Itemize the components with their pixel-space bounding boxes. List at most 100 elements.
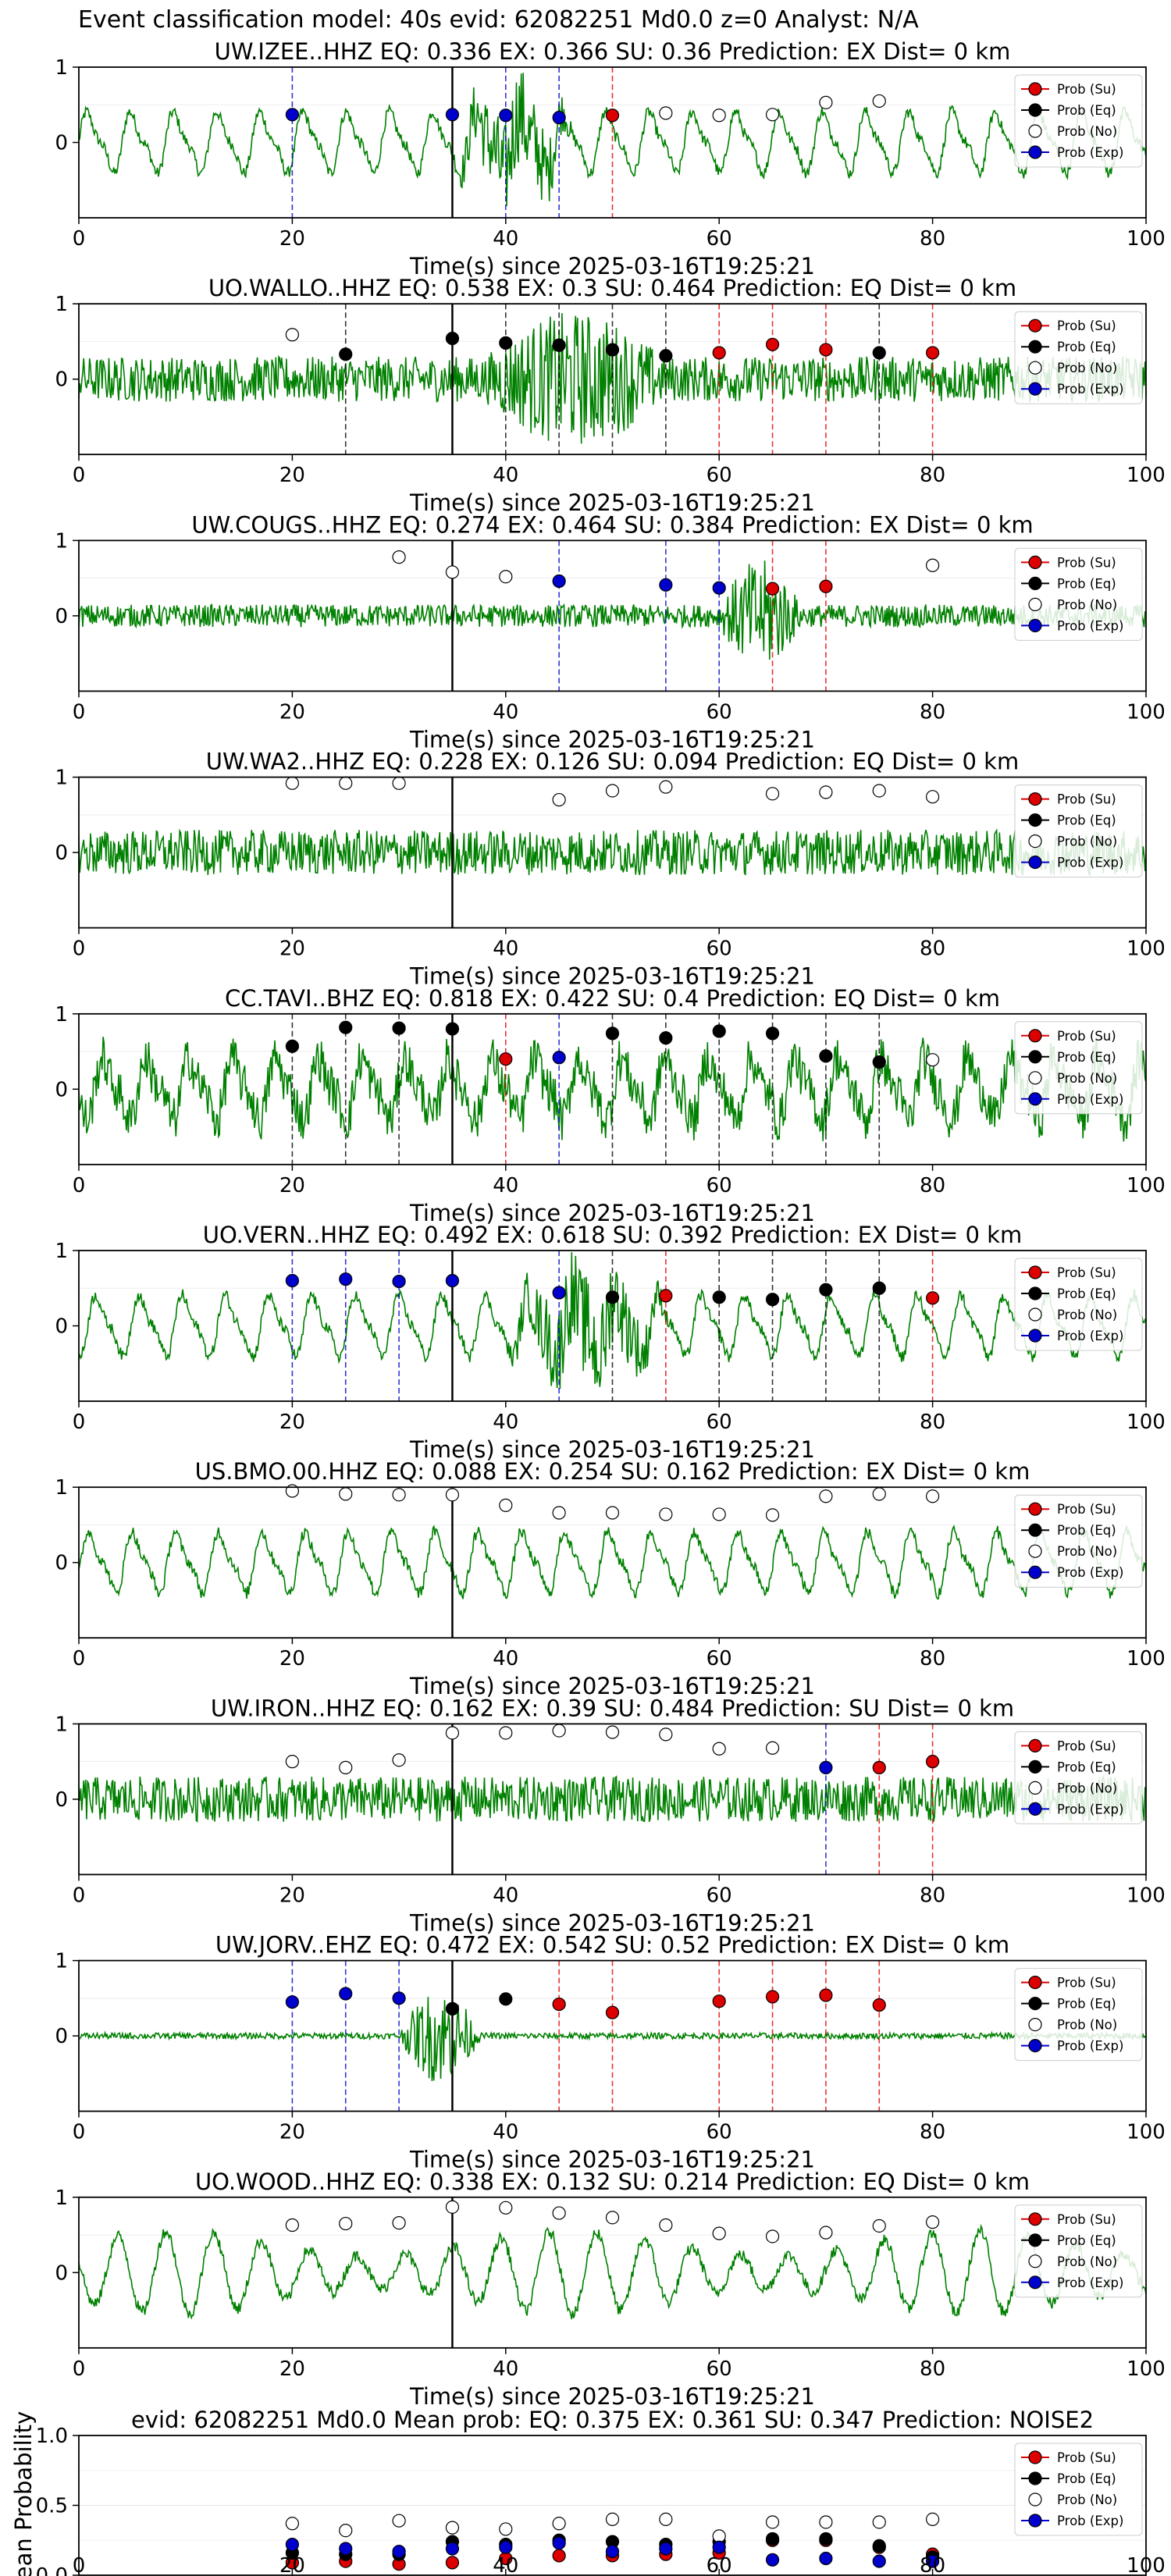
probability-point xyxy=(605,2005,620,2019)
probability-point xyxy=(925,790,940,804)
legend-label: Prob (Exp) xyxy=(1057,1092,1123,1107)
probability-point xyxy=(339,1272,353,1286)
x-tick-label: 60 xyxy=(707,2554,732,2576)
legend-label: Prob (No) xyxy=(1057,2254,1117,2269)
probability-point xyxy=(925,346,940,360)
probability-point xyxy=(872,1998,886,2012)
panel-title: UO.WOOD..HHZ EQ: 0.338 EX: 0.132 SU: 0.2… xyxy=(195,2169,1030,2195)
x-tick-label: 80 xyxy=(920,2554,945,2576)
y-tick-label: 0 xyxy=(55,605,68,628)
probability-point xyxy=(392,550,406,564)
legend-marker xyxy=(1028,382,1042,396)
probability-point xyxy=(712,1742,726,1756)
mean-probability-point xyxy=(712,2540,726,2554)
x-tick-label: 80 xyxy=(920,700,945,724)
x-tick-label: 40 xyxy=(493,1647,518,1670)
probability-point xyxy=(765,337,780,351)
probability-point xyxy=(392,1991,406,2005)
probability-point xyxy=(765,582,780,596)
station-panel: UO.WALLO..HHZ EQ: 0.538 EX: 0.3 SU: 0.46… xyxy=(55,275,1165,516)
legend-marker xyxy=(1028,1071,1042,1085)
probability-point xyxy=(819,1489,833,1503)
probability-point xyxy=(552,1997,566,2012)
probability-point xyxy=(819,2226,833,2240)
probability-point xyxy=(339,347,353,361)
probability-point xyxy=(712,1024,726,1038)
probability-point xyxy=(819,1283,833,1297)
x-tick-label: 80 xyxy=(920,1411,945,1434)
y-tick-label: 1 xyxy=(55,1713,68,1736)
probability-point xyxy=(659,2218,673,2233)
waveform-trace xyxy=(78,1774,1147,1823)
y-axis-label: Mean Probability xyxy=(10,2411,37,2576)
mean-probability-point xyxy=(872,2515,886,2529)
probability-point xyxy=(605,1725,620,1739)
probability-point xyxy=(499,1726,513,1740)
probability-point xyxy=(659,1507,673,1521)
x-axis-label: Time(s) since 2025-03-16T19:25:21 xyxy=(409,1909,815,1936)
probability-point xyxy=(339,1760,353,1774)
probability-point xyxy=(712,1290,726,1304)
legend-label: Prob (Exp) xyxy=(1057,145,1123,160)
probability-point xyxy=(819,1988,833,2002)
probability-point xyxy=(659,578,673,592)
x-axis-label: Time(s) since 2025-03-16T19:25:21 xyxy=(409,2383,815,2410)
mean-probability-point xyxy=(925,2512,940,2526)
probability-point xyxy=(819,343,833,357)
probability-point xyxy=(925,1489,940,1503)
legend-marker xyxy=(1028,1759,1042,1774)
probability-point xyxy=(445,2001,460,2016)
legend-marker xyxy=(1028,2233,1042,2247)
y-tick-label: 0 xyxy=(55,841,68,865)
probability-point xyxy=(445,1273,460,1288)
x-tick-label: 0 xyxy=(73,2121,86,2144)
x-tick-label: 40 xyxy=(493,938,518,961)
x-tick-label: 20 xyxy=(279,938,305,961)
panel-title: UW.IZEE..HHZ EQ: 0.336 EX: 0.366 SU: 0.3… xyxy=(215,38,1011,65)
probability-point xyxy=(872,1487,886,1501)
legend-marker xyxy=(1028,1308,1042,1322)
legend-marker xyxy=(1028,318,1042,333)
probability-point xyxy=(712,2226,726,2240)
x-tick-label: 60 xyxy=(707,1411,732,1434)
legend-label: Prob (Exp) xyxy=(1057,1565,1123,1580)
legend-label: Prob (Eq) xyxy=(1057,576,1116,591)
x-tick-label: 60 xyxy=(707,2357,732,2381)
panel-title: UW.COUGS..HHZ EQ: 0.274 EX: 0.464 SU: 0.… xyxy=(191,511,1033,538)
legend-marker xyxy=(1028,834,1042,849)
legend-marker xyxy=(1028,124,1042,138)
y-tick-label: 0.5 xyxy=(36,2495,68,2518)
x-tick-label: 40 xyxy=(493,1174,518,1197)
panel-title: UW.WA2..HHZ EQ: 0.228 EX: 0.126 SU: 0.09… xyxy=(206,749,1019,775)
legend-marker xyxy=(1028,2018,1042,2032)
probability-point xyxy=(285,1273,299,1288)
x-tick-label: 0 xyxy=(73,227,86,251)
y-tick-label: 0 xyxy=(55,2261,68,2285)
y-tick-label: 0 xyxy=(55,132,68,155)
legend-label: Prob (Exp) xyxy=(1057,856,1123,870)
mean-probability-point xyxy=(552,2549,566,2563)
x-tick-label: 20 xyxy=(279,464,305,487)
y-tick-label: 0 xyxy=(55,368,68,392)
x-axis-label: Time(s) since 2025-03-16T19:25:21 xyxy=(409,1200,815,1226)
probability-point xyxy=(659,1031,673,1045)
y-tick-label: 1.0 xyxy=(36,2425,68,2448)
legend-marker xyxy=(1028,2212,1042,2226)
legend-label: Prob (Exp) xyxy=(1057,2275,1123,2290)
panel-title: US.BMO.00.HHZ EQ: 0.088 EX: 0.254 SU: 0.… xyxy=(195,1458,1030,1485)
legend-label: Prob (Su) xyxy=(1057,1976,1116,1991)
waveform-trace xyxy=(78,73,1147,207)
legend-label: Prob (Eq) xyxy=(1057,813,1116,828)
probability-point xyxy=(605,1290,620,1304)
mean-probability-point xyxy=(659,2512,673,2526)
legend-label: Prob (Exp) xyxy=(1057,382,1123,397)
x-tick-label: 80 xyxy=(920,938,945,961)
legend-label: Prob (No) xyxy=(1057,1781,1117,1795)
waveform-trace xyxy=(78,828,1147,877)
probability-point xyxy=(765,1508,780,1522)
x-tick-label: 100 xyxy=(1127,1174,1166,1197)
probability-point xyxy=(392,2216,406,2230)
legend-label: Prob (Su) xyxy=(1057,555,1116,570)
probability-point xyxy=(445,1726,460,1740)
legend-marker xyxy=(1028,2450,1042,2464)
